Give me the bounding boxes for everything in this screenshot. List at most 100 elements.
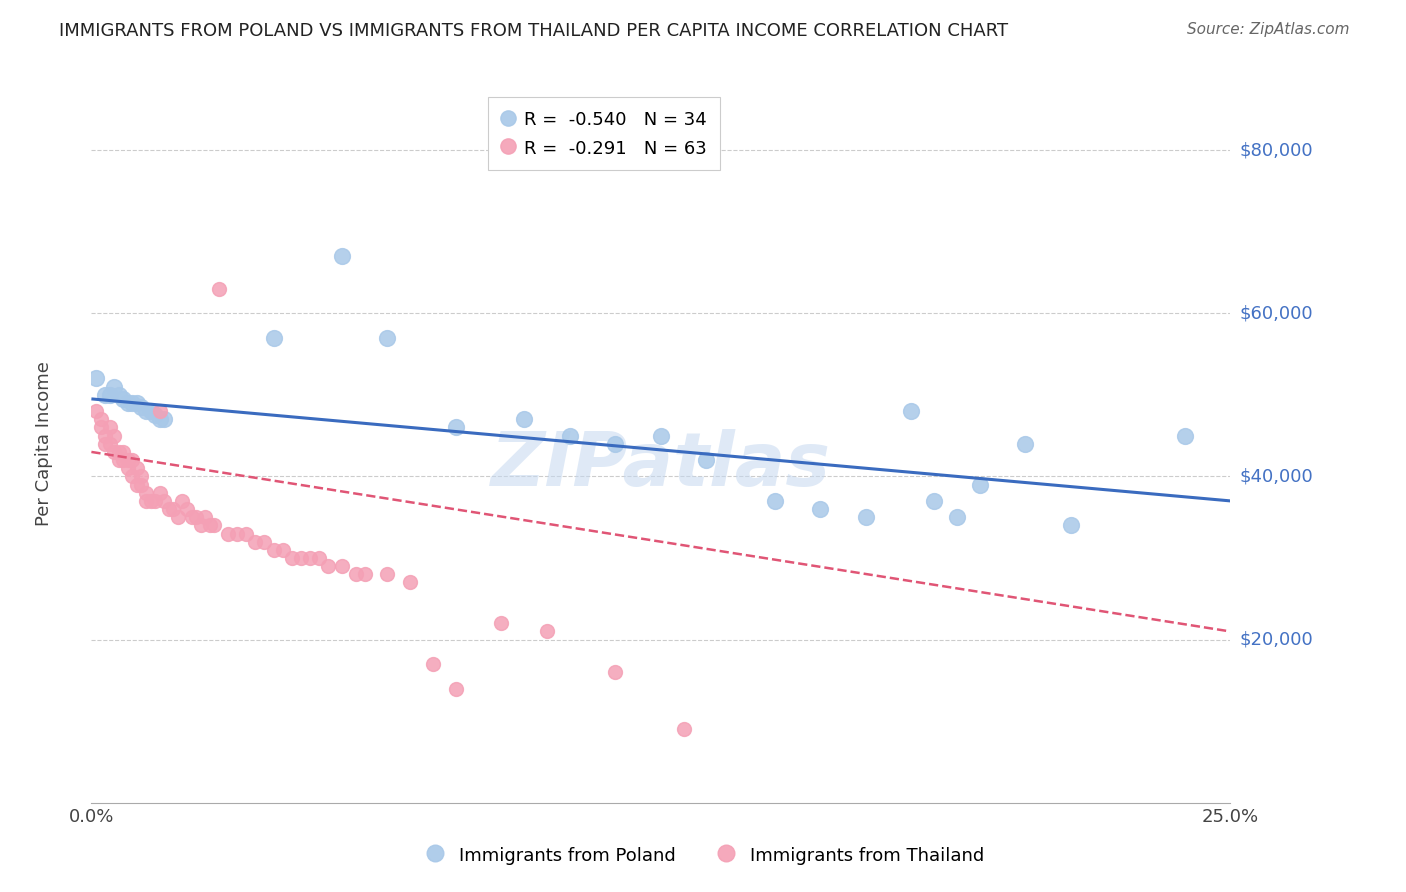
Point xyxy=(143,408,166,422)
Point xyxy=(536,624,558,639)
Point xyxy=(94,436,117,450)
Point xyxy=(121,396,143,410)
Point xyxy=(94,388,117,402)
Text: IMMIGRANTS FROM POLAND VS IMMIGRANTS FROM THAILAND PER CAPITA INCOME CORRELATION: IMMIGRANTS FROM POLAND VS IMMIGRANTS FRO… xyxy=(59,22,1008,40)
Point xyxy=(217,526,239,541)
Point xyxy=(180,510,202,524)
Point xyxy=(290,551,312,566)
Point xyxy=(226,526,249,541)
Point xyxy=(112,392,135,406)
Point xyxy=(695,453,717,467)
Point xyxy=(135,494,157,508)
Point xyxy=(198,518,221,533)
Point xyxy=(143,494,166,508)
Point xyxy=(1014,436,1036,450)
Point xyxy=(299,551,322,566)
Point xyxy=(107,453,129,467)
Point xyxy=(121,453,143,467)
Point xyxy=(153,412,176,426)
Point xyxy=(153,494,176,508)
Point xyxy=(605,436,627,450)
Text: $60,000: $60,000 xyxy=(1239,304,1313,322)
Point xyxy=(98,436,121,450)
Point xyxy=(162,502,184,516)
Point xyxy=(84,371,107,385)
Point xyxy=(672,723,695,737)
Point xyxy=(125,461,148,475)
Point xyxy=(308,551,330,566)
Point xyxy=(377,331,399,345)
Legend: R =  -0.540   N = 34, R =  -0.291   N = 63: R = -0.540 N = 34, R = -0.291 N = 63 xyxy=(488,97,720,170)
Point xyxy=(117,396,139,410)
Point xyxy=(353,567,375,582)
Point xyxy=(253,534,276,549)
Point xyxy=(112,445,135,459)
Point xyxy=(112,453,135,467)
Point xyxy=(513,412,536,426)
Point xyxy=(330,249,353,263)
Text: Per Capita Income: Per Capita Income xyxy=(35,361,52,526)
Point xyxy=(650,428,672,442)
Point xyxy=(922,494,945,508)
Point xyxy=(245,534,267,549)
Point xyxy=(121,469,143,483)
Point xyxy=(131,469,153,483)
Point xyxy=(107,388,129,402)
Point xyxy=(107,445,129,459)
Point xyxy=(84,404,107,418)
Point xyxy=(208,282,231,296)
Point xyxy=(103,428,125,442)
Point xyxy=(444,420,467,434)
Point xyxy=(491,616,513,631)
Point xyxy=(444,681,467,696)
Text: $20,000: $20,000 xyxy=(1239,631,1313,648)
Point xyxy=(281,551,304,566)
Point xyxy=(763,494,786,508)
Point xyxy=(117,461,139,475)
Point xyxy=(808,502,831,516)
Point xyxy=(135,404,157,418)
Point xyxy=(139,494,162,508)
Point xyxy=(131,477,153,491)
Point xyxy=(271,542,294,557)
Point xyxy=(194,510,217,524)
Point xyxy=(1174,428,1197,442)
Point xyxy=(1060,518,1083,533)
Point xyxy=(344,567,367,582)
Point xyxy=(135,485,157,500)
Point xyxy=(946,510,969,524)
Point xyxy=(172,494,194,508)
Point xyxy=(149,412,172,426)
Text: ZIPatlas: ZIPatlas xyxy=(491,429,831,502)
Point xyxy=(157,502,180,516)
Point xyxy=(103,379,125,393)
Point xyxy=(202,518,225,533)
Point xyxy=(969,477,991,491)
Point xyxy=(98,388,121,402)
Point xyxy=(94,428,117,442)
Point xyxy=(377,567,399,582)
Point xyxy=(263,331,285,345)
Point xyxy=(103,445,125,459)
Point xyxy=(422,657,444,671)
Point xyxy=(89,420,111,434)
Point xyxy=(190,518,212,533)
Point xyxy=(900,404,922,418)
Point xyxy=(149,485,172,500)
Point xyxy=(117,453,139,467)
Text: $80,000: $80,000 xyxy=(1239,141,1313,159)
Point xyxy=(330,559,353,574)
Point xyxy=(605,665,627,680)
Legend: Immigrants from Poland, Immigrants from Thailand: Immigrants from Poland, Immigrants from … xyxy=(415,838,991,872)
Point xyxy=(316,559,339,574)
Point xyxy=(139,404,162,418)
Point xyxy=(558,428,581,442)
Text: $40,000: $40,000 xyxy=(1239,467,1313,485)
Point xyxy=(125,477,148,491)
Point xyxy=(131,400,153,414)
Point xyxy=(263,542,285,557)
Point xyxy=(149,404,172,418)
Point xyxy=(125,396,148,410)
Point xyxy=(167,510,190,524)
Point xyxy=(399,575,422,590)
